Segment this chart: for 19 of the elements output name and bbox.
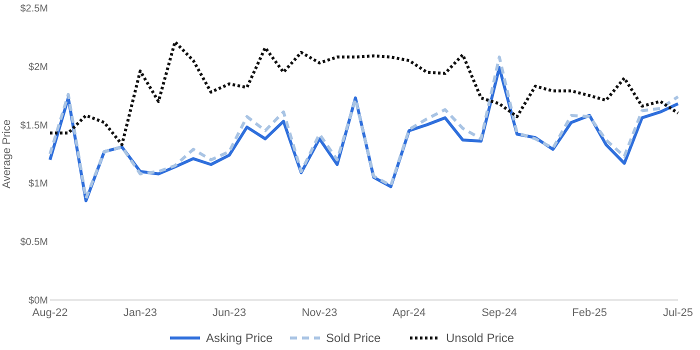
legend-label: Sold Price <box>326 331 382 346</box>
y-tick-label: $1M <box>28 178 48 190</box>
x-tick-label: Apr-24 <box>392 307 426 319</box>
x-tick-label: Aug-22 <box>32 307 68 319</box>
y-tick-label: $2M <box>28 62 48 73</box>
x-tick-label: Feb-25 <box>572 307 607 319</box>
y-tick-label: $1.5M <box>20 120 48 132</box>
x-tick-label: Sep-24 <box>482 307 518 319</box>
x-tick-label: Jul-25 <box>663 307 693 319</box>
line-series <box>48 40 680 146</box>
y-tick-label: $0M <box>28 296 48 306</box>
x-tick-label: Jun-23 <box>212 307 246 319</box>
y-axis-title: Average Price <box>1 120 13 188</box>
y-tick-label: $2.5M <box>20 4 48 14</box>
legend-label: Unsold Price <box>446 331 514 346</box>
x-tick-label: Jan-23 <box>123 307 158 319</box>
x-tick-label: Nov-23 <box>302 307 338 319</box>
legend-label: Asking Price <box>206 331 274 346</box>
y-tick-label: $0.5M <box>20 237 48 248</box>
